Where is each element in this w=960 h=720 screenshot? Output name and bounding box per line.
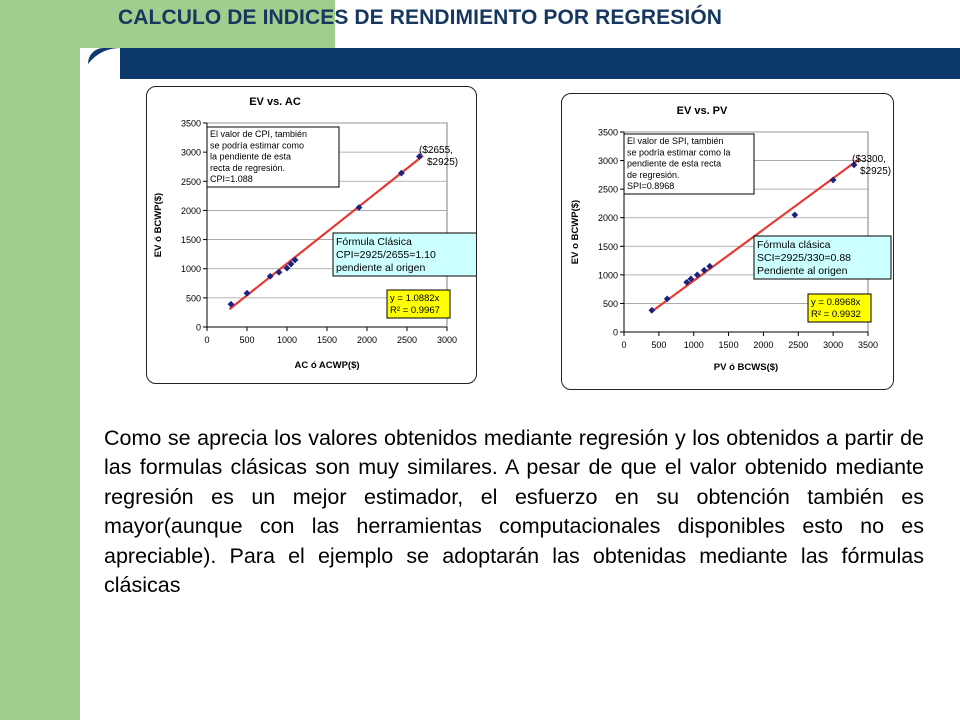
explain-annotation-line: CPI=1.088 (210, 174, 253, 184)
x-tick-label: 2500 (788, 340, 808, 350)
point-label: ($2655, (419, 145, 453, 156)
point-label: ($3300, (852, 154, 886, 165)
x-tick-label: 1500 (317, 335, 337, 345)
explain-annotation-line: recta de regresión. (210, 163, 285, 173)
point-label: $2925) (860, 166, 891, 177)
y-axis-label: EV ó BCWP($) (153, 193, 164, 257)
y-tick-label: 1000 (181, 264, 201, 274)
data-point (663, 295, 671, 303)
data-point (416, 153, 423, 160)
regression-equation-line: y = 1.0882x (390, 293, 440, 304)
explain-annotation-line: El valor de CPI, también (210, 129, 307, 139)
y-tick-label: 2500 (181, 177, 201, 187)
data-point (700, 266, 708, 274)
classic-formula-line: Pendiente al origen (757, 265, 848, 277)
x-tick-label: 500 (651, 340, 666, 350)
data-point (283, 264, 291, 272)
regression-line (228, 154, 424, 311)
x-tick-label: 3000 (823, 340, 843, 350)
data-point (243, 289, 251, 297)
y-tick-label: 500 (603, 299, 618, 309)
explain-annotation-line: SPI=0.8968 (627, 181, 674, 191)
chart-title: EV vs. AC (249, 96, 301, 108)
y-tick-label: 2000 (181, 206, 201, 216)
data-point (291, 256, 299, 264)
slide-title: CALCULO DE INDICES DE RENDIMIENTO POR RE… (118, 6, 723, 29)
explain-annotation-box (623, 133, 755, 195)
chart-svg: 0 500 1000 1500 2000 2500 3000 3500 0 500 1000 1500… (570, 105, 892, 373)
classic-formula-line: Fórmula Clásica (336, 236, 412, 248)
explain-annotation-line: la pendiente de esta (210, 152, 291, 162)
x-tick-label: 500 (239, 335, 254, 345)
body-paragraph: Como se aprecia los valores obtenidos me… (104, 426, 924, 598)
x-axis-label: AC ó ACWP($) (294, 360, 359, 371)
data-point (287, 260, 295, 268)
regression-equation-line: R² = 0.9932 (811, 309, 861, 320)
classic-formula-line: CPI=2925/2655=1.10 (336, 249, 436, 261)
x-tick-label: 3500 (858, 340, 878, 350)
y-tick-label: 1500 (598, 242, 618, 252)
x-tick-label: 1500 (719, 340, 739, 350)
corner-curve (80, 48, 120, 88)
y-tick-label: 1500 (181, 235, 201, 245)
explain-annotation-box (206, 126, 340, 188)
classic-formula-box (332, 232, 476, 277)
title-green-band (80, 0, 335, 48)
regression-equation-line: y = 0.8968x (811, 297, 861, 308)
y-tick-label: 3500 (598, 128, 618, 138)
data-point (829, 176, 837, 184)
regression-equation-box (807, 293, 872, 323)
x-tick-label: 2000 (753, 340, 773, 350)
x-tick-label: 0 (204, 335, 209, 345)
y-axis-label: EV o BCWP($) (570, 200, 581, 264)
y-tick-label: 3000 (181, 148, 201, 158)
y-tick-label: 500 (186, 293, 201, 303)
regression-equation-line: R² = 0.9967 (390, 305, 440, 316)
y-tick-label: 0 (196, 323, 201, 333)
chart-svg: 0 500 1000 1500 2000 2500 3000 3500 0 500 1000 1500… (153, 96, 476, 371)
point-label: $2925) (427, 157, 458, 168)
x-tick-label: 2500 (397, 335, 417, 345)
explain-annotation-line: El valor de SPI, también (627, 136, 724, 146)
chart-ev-vs-pv: 0 500 1000 1500 2000 2500 3000 3500 0 500 1000 1500… (561, 93, 894, 390)
x-tick-label: 1000 (277, 335, 297, 345)
regression-equation-box (386, 289, 451, 319)
explain-annotation-line: se podría estimar como la (627, 147, 731, 157)
explain-annotation-line: de regresión. (627, 170, 680, 180)
classic-formula-box (753, 235, 892, 280)
y-tick-label: 2000 (598, 213, 618, 223)
explain-annotation-line: se podría estimar como (210, 140, 304, 150)
data-point (275, 268, 283, 276)
classic-formula-line: SCI=2925/330=0.88 (757, 252, 851, 264)
y-tick-label: 3000 (598, 156, 618, 166)
left-green-band (0, 0, 80, 720)
x-tick-label: 1000 (684, 340, 704, 350)
data-point (355, 204, 363, 211)
y-tick-label: 3500 (181, 119, 201, 129)
classic-formula-line: Fórmula clásica (757, 239, 831, 251)
chart-ev-vs-ac: 0 500 1000 1500 2000 2500 3000 3500 0 500 1000 1500… (146, 86, 477, 384)
y-tick-label: 1000 (598, 270, 618, 280)
x-axis-label: PV ó BCWS($) (714, 362, 778, 373)
x-tick-label: 2000 (357, 335, 377, 345)
data-point (398, 169, 405, 177)
chart-title: EV vs. PV (677, 105, 728, 117)
x-tick-label: 0 (621, 340, 626, 350)
explain-annotation-line: pendiente de esta recta (627, 159, 721, 169)
y-tick-label: 2500 (598, 185, 618, 195)
classic-formula-line: pendiente al origen (336, 262, 425, 274)
x-tick-label: 3000 (437, 335, 457, 345)
y-tick-label: 0 (613, 328, 618, 338)
navy-header-bar (88, 48, 960, 79)
